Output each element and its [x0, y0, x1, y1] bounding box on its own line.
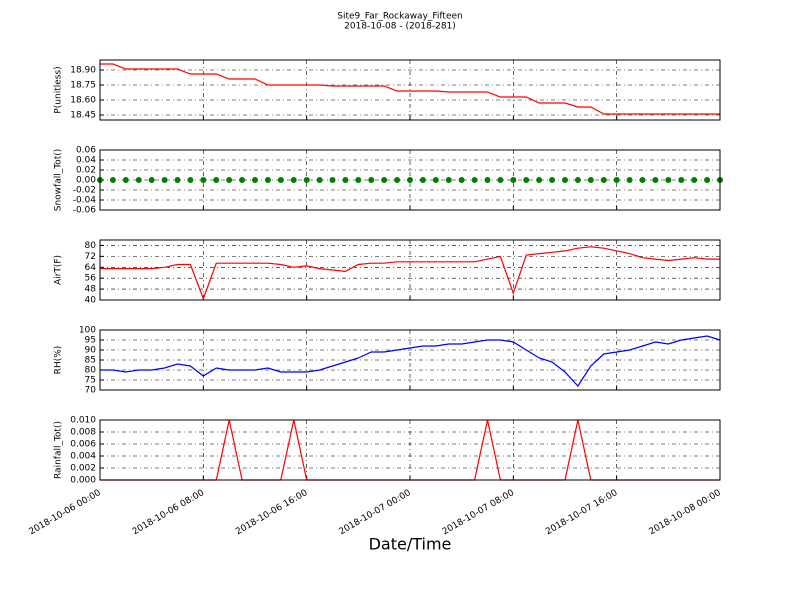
data-point — [355, 177, 362, 183]
y-tick-label: 18.60 — [70, 96, 96, 106]
data-point — [368, 177, 375, 183]
data-point — [523, 177, 530, 183]
y-tick-label: 80 — [85, 366, 97, 376]
y-tick-label: 0.002 — [70, 464, 96, 474]
axes-frame — [99, 239, 721, 301]
data-point — [394, 177, 401, 183]
data-point — [665, 177, 672, 183]
y-tick-label: 18.90 — [70, 66, 96, 76]
data-point — [148, 177, 155, 183]
data-point — [626, 177, 633, 183]
data-point — [342, 177, 349, 183]
y-tick-label: 0.008 — [70, 428, 96, 438]
data-point — [174, 177, 181, 183]
data-point — [239, 177, 246, 183]
y-tick-label: 64 — [85, 263, 97, 273]
data-point — [161, 177, 168, 183]
data-point — [290, 177, 297, 183]
axes-frame — [99, 419, 721, 481]
data-point — [264, 177, 271, 183]
data-point — [213, 177, 220, 183]
data-point — [652, 177, 659, 183]
data-point — [471, 177, 478, 183]
y-tick-label: 40 — [85, 296, 97, 306]
y-tick-label: 95 — [85, 336, 96, 346]
data-point — [329, 177, 336, 183]
data-point — [316, 177, 323, 183]
y-tick-label: 70 — [85, 386, 97, 396]
y-axis-label: P(unitless) — [54, 66, 64, 113]
y-tick-label: -0.04 — [73, 196, 97, 206]
title: Site9_Far_Rockaway_Fifteen — [337, 12, 463, 22]
data-point — [419, 177, 426, 183]
y-tick-label: 80 — [85, 241, 97, 251]
y-tick-label: -0.06 — [73, 206, 97, 216]
y-tick-label: 90 — [85, 346, 97, 356]
y-tick-label: 0.006 — [70, 440, 96, 450]
data-point — [691, 177, 698, 183]
y-tick-label: 0.06 — [76, 146, 96, 156]
data-point — [277, 177, 284, 183]
data-point — [549, 177, 556, 183]
data-point — [252, 177, 258, 183]
data-point — [303, 177, 310, 183]
y-tick-label: 18.45 — [70, 111, 96, 121]
y-tick-label: 56 — [85, 274, 97, 284]
data-point — [187, 177, 194, 183]
data-line — [100, 63, 720, 115]
data-point — [445, 177, 452, 183]
y-tick-label: 18.75 — [70, 81, 96, 91]
y-tick-label: 0.00 — [76, 176, 96, 186]
axes-frame — [99, 149, 721, 211]
y-axis-label: Rainfall_Tot() — [54, 421, 64, 479]
data-point — [407, 177, 413, 183]
data-point — [484, 177, 491, 183]
data-point — [678, 177, 685, 183]
data-point — [600, 177, 607, 183]
data-point — [109, 177, 116, 183]
y-axis-label: Snowfall_Tot() — [54, 149, 64, 212]
data-point — [200, 177, 207, 183]
data-point — [135, 177, 142, 183]
data-point — [510, 177, 517, 183]
data-point — [587, 177, 594, 183]
data-point — [122, 177, 129, 183]
y-tick-label: 75 — [85, 376, 96, 386]
data-point — [381, 177, 388, 183]
x-axis-label: Date/Time — [369, 535, 452, 554]
y-tick-label: 0.000 — [70, 476, 96, 486]
data-point — [574, 177, 581, 183]
y-tick-label: 100 — [79, 326, 96, 336]
data-point — [458, 177, 465, 183]
axes-frame — [99, 59, 721, 121]
data-point — [613, 177, 620, 183]
y-tick-label: 0.010 — [70, 416, 96, 426]
data-point — [704, 177, 711, 183]
y-tick-label: 48 — [85, 285, 97, 295]
data-line — [100, 246, 720, 301]
y-tick-label: 85 — [85, 356, 96, 366]
data-point — [639, 177, 646, 183]
data-point — [536, 177, 543, 183]
data-point — [226, 177, 233, 183]
y-tick-label: 0.04 — [76, 156, 96, 166]
axes-frame — [99, 329, 721, 391]
y-tick-label: -0.02 — [73, 186, 96, 196]
y-tick-label: 0.02 — [76, 166, 96, 176]
subtitle: 2018-10-08 - (2018-281) — [344, 22, 456, 32]
y-axis-label: RH(%) — [54, 346, 64, 375]
y-tick-label: 0.004 — [70, 452, 96, 462]
y-axis-label: AirT(F) — [54, 255, 64, 285]
data-point — [562, 177, 568, 183]
data-line — [100, 335, 721, 387]
data-point — [497, 177, 504, 183]
y-tick-label: 72 — [85, 252, 96, 262]
data-point — [432, 177, 439, 183]
